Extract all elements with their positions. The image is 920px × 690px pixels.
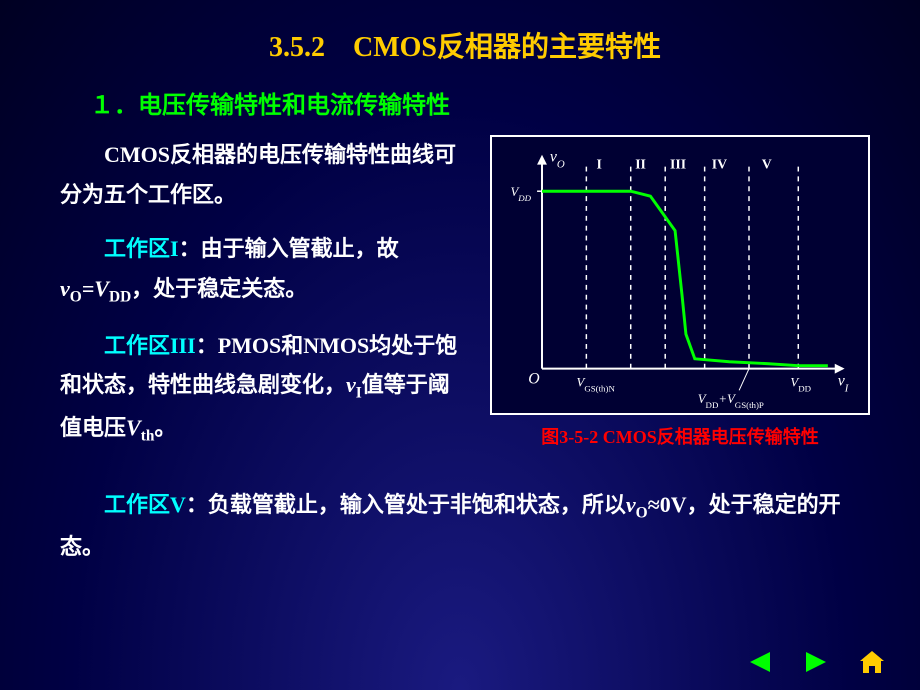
- eq-vo: v: [60, 276, 70, 301]
- slide: 3.5.2 CMOS反相器的主要特性 １．电压传输特性和电流传输特性 CMOS反…: [0, 0, 920, 690]
- svg-text:V: V: [762, 157, 772, 172]
- eq-vo-sub: O: [70, 288, 82, 305]
- region-1-text: ：由于输入管截止，故: [179, 236, 399, 261]
- eq-vo2: v: [626, 492, 636, 517]
- region-5-label: 工作区V: [104, 492, 186, 517]
- svg-text:VDD: VDD: [510, 185, 531, 203]
- figure: vO VDD IIIIIIIVV O VGS(th)NVDD+VGS(th)PV…: [490, 135, 870, 465]
- region-1-label: 工作区I: [104, 236, 179, 261]
- eq-eq: =V: [82, 276, 109, 301]
- home-icon: [857, 649, 887, 675]
- section-subtitle: １．电压传输特性和电流传输特性: [90, 85, 870, 120]
- paragraph-region-3: 工作区III：PMOS和NMOS均处于饱和状态，特性曲线急剧变化，vI值等于阈值…: [60, 326, 470, 450]
- svg-text:O: O: [528, 370, 540, 387]
- eq-vdd-sub: DD: [109, 288, 131, 305]
- eq-vth: V: [126, 415, 141, 440]
- svg-text:III: III: [670, 157, 686, 172]
- next-button[interactable]: [798, 649, 834, 675]
- paragraph-region-5: 工作区V：负载管截止，输入管处于非饱和状态，所以vO≈0V，处于稳定的开态。: [60, 485, 870, 567]
- home-button[interactable]: [854, 649, 890, 675]
- transfer-curve-chart: vO VDD IIIIIIIVV O VGS(th)NVDD+VGS(th)PV…: [492, 137, 868, 413]
- svg-text:II: II: [635, 157, 646, 172]
- svg-text:VGS(th)N: VGS(th)N: [577, 375, 616, 393]
- prev-button[interactable]: [742, 649, 778, 675]
- paragraph-intro: CMOS反相器的电压传输特性曲线可分为五个工作区。: [60, 135, 470, 214]
- body-row: CMOS反相器的电压传输特性曲线可分为五个工作区。 工作区I：由于输入管截止，故…: [60, 135, 870, 465]
- eq-vo2-sub: O: [636, 504, 648, 521]
- svg-text:vO: vO: [550, 149, 565, 171]
- eq-vth-sub: th: [141, 427, 155, 444]
- text-column: CMOS反相器的电压传输特性曲线可分为五个工作区。 工作区I：由于输入管截止，故…: [60, 135, 470, 465]
- region-1-tail: ，处于稳定关态。: [131, 276, 307, 301]
- figure-caption: 图3-5-2 CMOS反相器电压传输特性: [490, 423, 870, 449]
- svg-text:VDD: VDD: [790, 375, 811, 393]
- region-5-text: ：负载管截止，输入管处于非饱和状态，所以: [186, 492, 626, 517]
- svg-text:VDD+VGS(th)P: VDD+VGS(th)P: [698, 392, 764, 410]
- region-3-tail: 。: [154, 415, 176, 440]
- nav-buttons: [742, 649, 890, 675]
- eq-vi: v: [346, 372, 356, 397]
- slide-title: 3.5.2 CMOS反相器的主要特性: [60, 25, 870, 65]
- svg-text:vI: vI: [838, 372, 850, 394]
- svg-text:IV: IV: [712, 157, 727, 172]
- chart-box: vO VDD IIIIIIIVV O VGS(th)NVDD+VGS(th)PV…: [490, 135, 870, 415]
- svg-text:I: I: [596, 157, 601, 172]
- next-icon: [800, 650, 832, 674]
- prev-icon: [744, 650, 776, 674]
- region-3-label: 工作区III: [104, 333, 196, 358]
- paragraph-region-1: 工作区I：由于输入管截止，故 vO=VDD，处于稳定关态。: [60, 229, 470, 311]
